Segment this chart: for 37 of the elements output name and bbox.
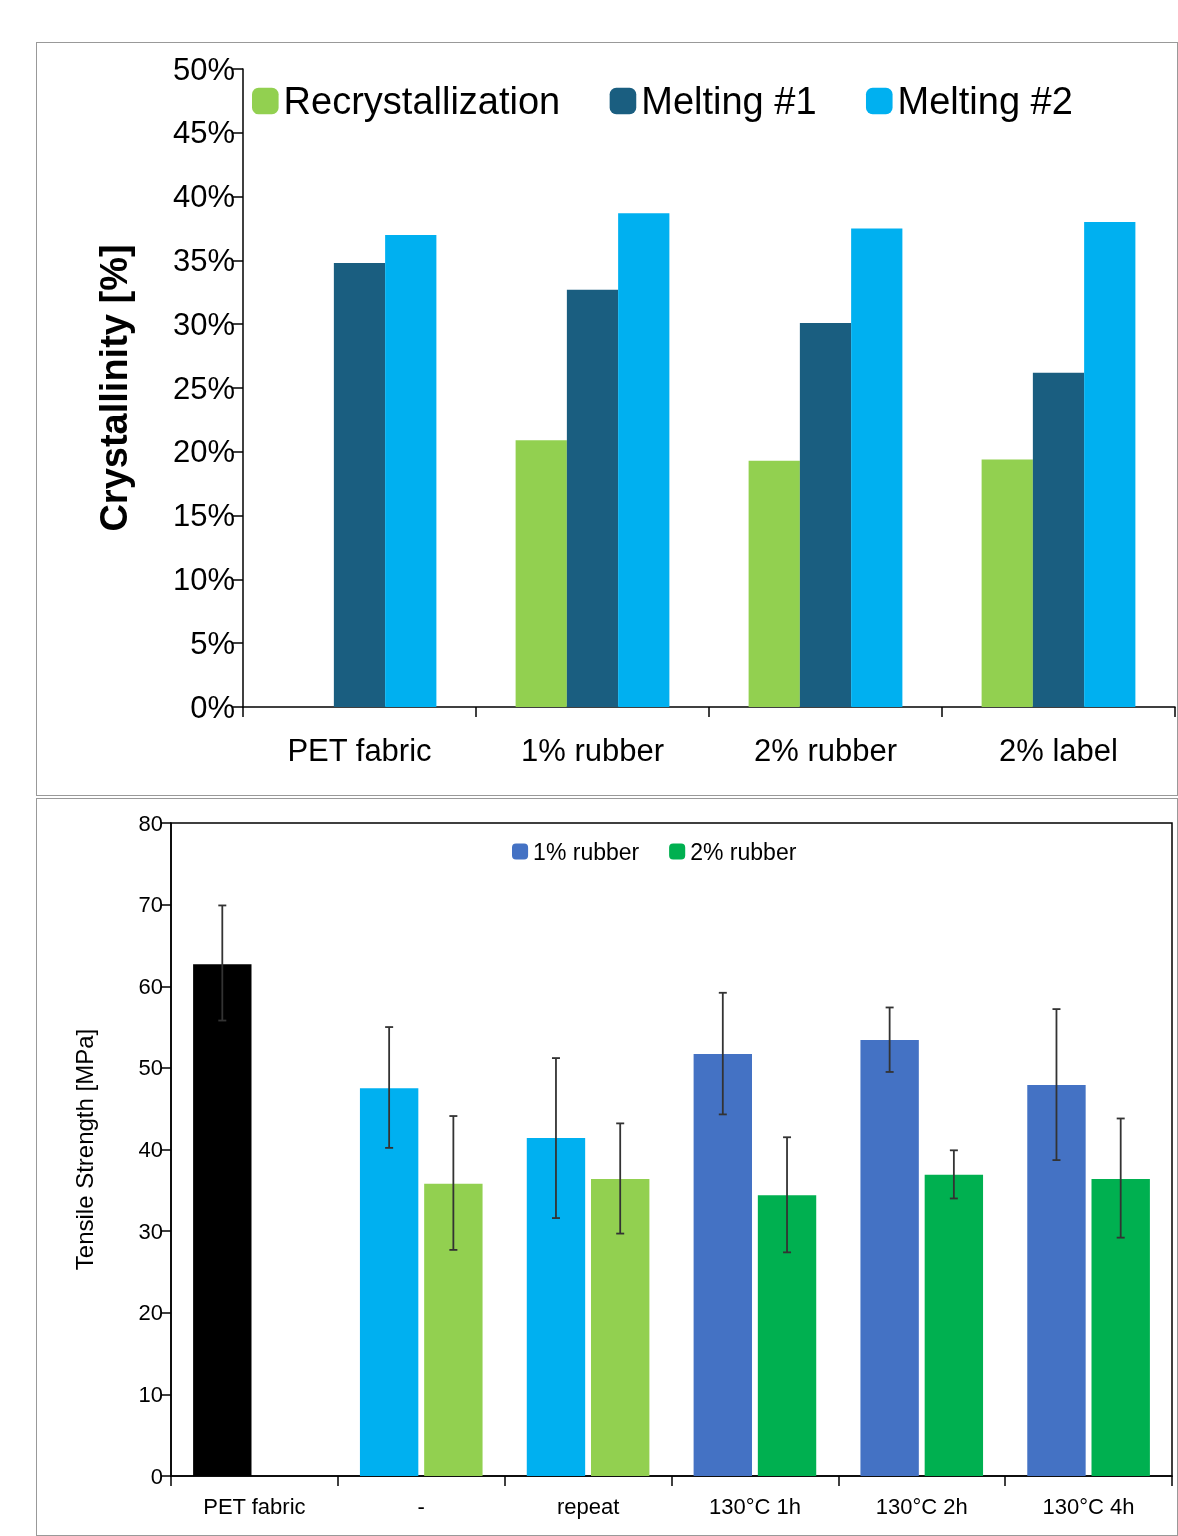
legend-label: Melting #1 <box>641 80 817 122</box>
y-tick-label: 40% <box>172 179 235 215</box>
legend-label: Recrystallization <box>283 80 561 122</box>
x-tick-label: 130°C 2h <box>875 1494 968 1520</box>
x-tick-label: 2% label <box>999 732 1118 768</box>
y-tick-label: 5% <box>190 625 235 661</box>
y-tick-label: 30 <box>138 1218 163 1244</box>
x-tick-label: 130°C 1h <box>708 1494 801 1520</box>
y-tick-label: 25% <box>172 370 235 406</box>
y-tick-label: 0 <box>150 1463 163 1489</box>
y-tick-label: 10% <box>172 561 235 597</box>
x-tick-label: - <box>417 1494 425 1520</box>
y-axis-title: Tensile Strength [MPa] <box>70 1028 98 1271</box>
y-tick-label: 20% <box>172 434 235 470</box>
y-tick-label: 15% <box>172 498 235 534</box>
y-tick-label: 30% <box>172 306 235 342</box>
y-axis-title: Crystallinity [%] <box>93 244 135 532</box>
y-tick-label: 50 <box>138 1055 163 1081</box>
x-tick-label: 130°C 4h <box>1042 1494 1135 1520</box>
x-tick-label: PET fabric <box>287 732 432 768</box>
y-tick-label: 50% <box>172 51 235 87</box>
y-tick-label: 70 <box>138 892 163 918</box>
legend-label: 1% rubber <box>533 838 640 865</box>
y-tick-label: 45% <box>172 115 235 151</box>
y-tick-label: 20 <box>138 1300 163 1326</box>
y-tick-label: 35% <box>172 242 235 278</box>
y-tick-label: 60 <box>138 973 163 999</box>
y-tick-label: 80 <box>138 810 163 836</box>
legend-label: Melting #2 <box>897 80 1073 122</box>
x-tick-label: 1% rubber <box>520 732 665 768</box>
y-tick-label: 10 <box>138 1381 163 1407</box>
x-tick-label: 2% rubber <box>753 732 898 768</box>
x-tick-label: repeat <box>556 1494 620 1520</box>
x-tick-label: PET fabric <box>203 1494 306 1520</box>
y-tick-label: 40 <box>138 1137 163 1162</box>
legend-label: 2% rubber <box>690 838 797 865</box>
y-tick-label: 0% <box>190 689 235 725</box>
